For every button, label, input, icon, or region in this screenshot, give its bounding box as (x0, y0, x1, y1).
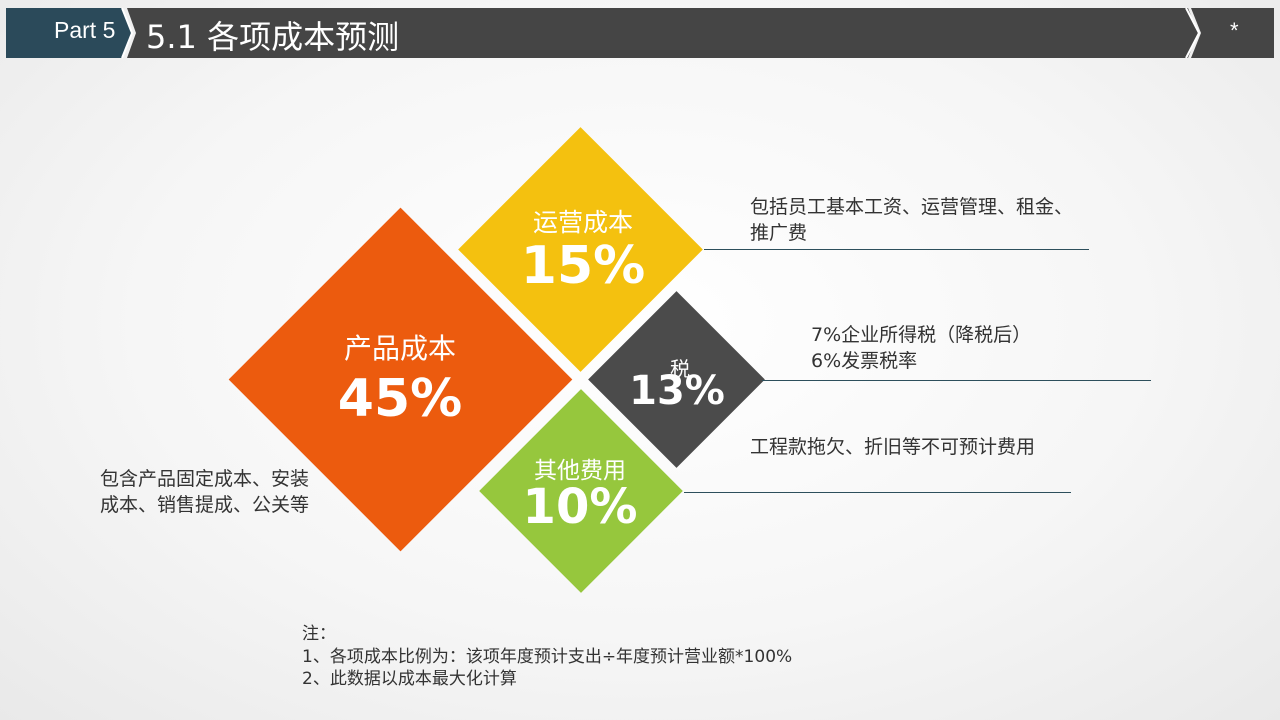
header-background (6, 7, 1274, 59)
tax-divider (762, 380, 1151, 381)
page-title: 5.1 各项成本预测 (146, 18, 400, 56)
operations-cost-percent: 15% (520, 236, 646, 296)
notes-line-2: 2、此数据以成本最大化计算 (302, 669, 517, 689)
slide-mark: * (1230, 18, 1239, 43)
tax-description-line-2: 6%发票税率 (811, 350, 918, 372)
tax-description: 7%企业所得税（降税后） 6%发票税率 (811, 322, 1141, 374)
tax-label: 税 (670, 357, 690, 381)
header-bar: Part 5 5.1 各项成本预测 * (0, 0, 1280, 64)
notes-heading: 注： (302, 624, 336, 644)
other-cost-description: 工程款拖欠、折旧等不可预计费用 (750, 436, 1036, 458)
tax-description-line-1: 7%企业所得税（降税后） (811, 324, 1032, 346)
notes-line-1: 1、各项成本比例为：该项年度预计支出÷年度预计营业额*100% (302, 646, 793, 667)
other-divider (684, 492, 1071, 493)
part-label: Part 5 (54, 17, 116, 43)
other-cost-label: 其他费用 (534, 458, 626, 484)
operations-cost-label: 运营成本 (532, 208, 633, 237)
operations-divider (704, 249, 1089, 250)
tax-percent: 13% (629, 368, 725, 414)
product-cost-description: 包含产品固定成本、安装成本、销售提成、公关等 (100, 468, 310, 516)
other-cost-percent: 10% (522, 479, 638, 535)
operations-cost-description: 包括员工基本工资、运营管理、租金、推广费 (750, 196, 1074, 244)
product-cost-label: 产品成本 (343, 332, 456, 365)
product-cost-percent: 45% (337, 369, 463, 429)
notes-block: 注： 1、各项成本比例为：该项年度预计支出÷年度预计营业额*100% 2、此数据… (302, 623, 792, 691)
